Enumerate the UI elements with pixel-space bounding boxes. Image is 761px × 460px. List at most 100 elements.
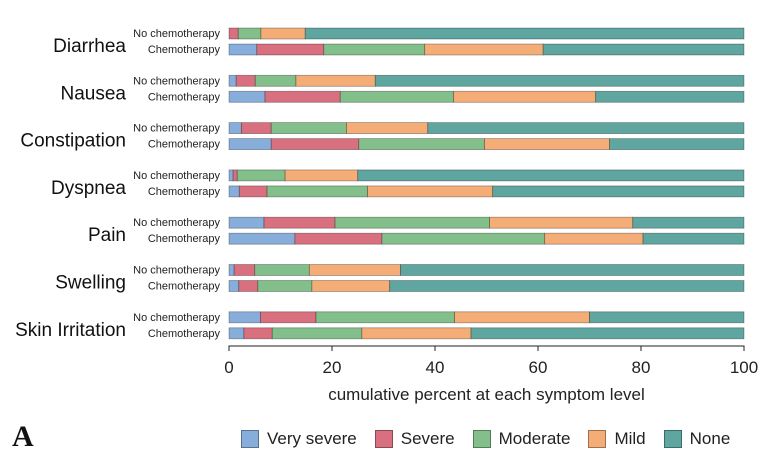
bar-segment-dyspnea-chemotherapy-very-severe	[228, 185, 240, 198]
bar-segment-dyspnea-no-chemotherapy-mild	[284, 169, 359, 182]
bar-segment-swelling-chemotherapy-very-severe	[228, 280, 240, 292]
bar-segment-nausea-chemotherapy-mild	[453, 90, 597, 103]
bar-segment-pain-chemotherapy-moderate	[381, 232, 546, 245]
bar-segment-skin-irritation-chemotherapy-severe	[243, 327, 273, 340]
bar-label-no-chemotherapy: No chemotherapy	[133, 75, 220, 87]
bar-segment-nausea-chemotherapy-moderate	[339, 90, 454, 103]
bar-label-chemotherapy: Chemotherapy	[148, 186, 221, 198]
bar-segment-dyspnea-chemotherapy-none	[492, 185, 745, 198]
legend-label-very-severe: Very severe	[267, 429, 357, 448]
bar-segment-diarrhea-no-chemotherapy-none	[304, 27, 745, 40]
bar-segment-swelling-no-chemotherapy-none	[400, 264, 745, 276]
bar-segment-constipation-no-chemotherapy-moderate	[270, 122, 347, 134]
legend-swatch-very-severe	[241, 430, 259, 448]
bar-segment-pain-no-chemotherapy-severe	[263, 216, 336, 229]
bar-label-no-chemotherapy: No chemotherapy	[133, 217, 220, 229]
bar-label-chemotherapy: Chemotherapy	[148, 91, 221, 103]
bar-segment-skin-irritation-chemotherapy-moderate	[271, 327, 363, 340]
bar-segment-swelling-no-chemotherapy-moderate	[254, 264, 310, 276]
bar-segment-nausea-chemotherapy-severe	[264, 90, 341, 103]
symptom-label-dyspnea: Dyspnea	[51, 178, 126, 199]
bar-segment-nausea-no-chemotherapy-very-severe	[228, 74, 237, 87]
bar-segment-constipation-chemotherapy-very-severe	[228, 138, 272, 151]
legend-item-severe: Severe	[374, 429, 455, 449]
legend-label-moderate: Moderate	[498, 429, 571, 448]
bar-segment-dyspnea-no-chemotherapy-very-severe	[228, 169, 234, 182]
bar-label-chemotherapy: Chemotherapy	[148, 139, 221, 151]
legend-item-very-severe: Very severe	[241, 429, 357, 449]
bar-segment-nausea-no-chemotherapy-none	[374, 74, 745, 87]
legend-label-none: None	[689, 429, 731, 448]
bar-segment-dyspnea-chemotherapy-severe	[238, 185, 268, 198]
bar-segment-constipation-no-chemotherapy-severe	[240, 122, 272, 134]
bar-segment-constipation-chemotherapy-moderate	[358, 138, 485, 151]
bar-segment-diarrhea-no-chemotherapy-moderate	[237, 27, 262, 40]
bar-label-chemotherapy: Chemotherapy	[148, 328, 221, 340]
bar-segment-swelling-chemotherapy-severe	[238, 280, 259, 292]
bar-segment-nausea-chemotherapy-none	[595, 90, 745, 103]
bar-segment-dyspnea-no-chemotherapy-severe	[232, 169, 238, 182]
bar-segment-nausea-no-chemotherapy-moderate	[254, 74, 297, 87]
bar-segment-swelling-chemotherapy-mild	[311, 280, 391, 292]
bar-segment-skin-irritation-no-chemotherapy-mild	[454, 311, 590, 324]
symptom-label-skin-irritation: Skin Irritation	[15, 320, 126, 341]
x-tick-label: 40	[426, 358, 445, 377]
legend-item-none: None	[663, 429, 731, 449]
bar-label-chemotherapy: Chemotherapy	[148, 233, 221, 245]
bar-segment-skin-irritation-no-chemotherapy-moderate	[315, 311, 455, 324]
bar-label-no-chemotherapy: No chemotherapy	[133, 265, 220, 277]
symptom-label-pain: Pain	[88, 225, 126, 246]
x-tick-label: 0	[224, 358, 233, 377]
bar-segment-pain-no-chemotherapy-none	[632, 216, 745, 229]
legend-swatch-none	[663, 430, 682, 448]
legend-label-severe: Severe	[400, 429, 455, 448]
bar-segment-constipation-no-chemotherapy-none	[427, 122, 745, 134]
bar-segment-nausea-no-chemotherapy-mild	[295, 74, 376, 87]
bar-segment-swelling-chemotherapy-none	[389, 280, 745, 292]
x-tick-label: 60	[529, 358, 548, 377]
bar-segment-constipation-no-chemotherapy-very-severe	[228, 122, 242, 134]
symptom-label-constipation: Constipation	[20, 131, 126, 152]
bar-segment-constipation-no-chemotherapy-mild	[346, 122, 429, 134]
stacked-bar-chart: 0 20 40 60 80 100 cumulative percent at each s…	[15, 27, 758, 404]
bar-segment-swelling-no-chemotherapy-severe	[233, 264, 256, 276]
bar-segment-dyspnea-chemotherapy-mild	[367, 185, 494, 198]
bar-segment-skin-irritation-no-chemotherapy-severe	[260, 311, 317, 324]
bar-label-no-chemotherapy: No chemotherapy	[133, 312, 220, 324]
bar-segment-pain-chemotherapy-very-severe	[228, 232, 296, 245]
legend: Very severe Severe Moderate Mild None	[241, 429, 730, 449]
bar-segment-diarrhea-chemotherapy-mild	[424, 43, 544, 56]
bar-segment-pain-chemotherapy-mild	[544, 232, 644, 245]
symptom-label-diarrhea: Diarrhea	[53, 36, 126, 57]
bar-label-no-chemotherapy: No chemotherapy	[133, 28, 220, 40]
bar-segment-swelling-no-chemotherapy-mild	[308, 264, 401, 276]
x-tick-label: 80	[632, 358, 651, 377]
legend-swatch-moderate	[472, 430, 491, 448]
bar-segment-pain-chemotherapy-severe	[294, 232, 383, 245]
bar-segment-dyspnea-chemotherapy-moderate	[266, 185, 368, 198]
bar-label-no-chemotherapy: No chemotherapy	[133, 170, 220, 182]
bar-segment-pain-no-chemotherapy-very-severe	[228, 216, 265, 229]
bar-segment-dyspnea-no-chemotherapy-moderate	[236, 169, 286, 182]
legend-item-moderate: Moderate	[472, 429, 571, 449]
bar-segment-constipation-chemotherapy-severe	[270, 138, 360, 151]
bar-segment-skin-irritation-chemotherapy-none	[470, 327, 745, 340]
legend-label-mild: Mild	[614, 429, 646, 448]
bar-segment-swelling-no-chemotherapy-very-severe	[228, 264, 235, 276]
bar-label-chemotherapy: Chemotherapy	[148, 281, 221, 293]
bar-segment-constipation-chemotherapy-mild	[484, 138, 610, 151]
bar-segment-pain-chemotherapy-none	[642, 232, 745, 245]
bar-segment-diarrhea-chemotherapy-moderate	[323, 43, 426, 56]
x-tick-label: 100	[730, 358, 758, 377]
symptom-label-nausea: Nausea	[61, 83, 127, 104]
bar-segment-constipation-chemotherapy-none	[609, 138, 745, 151]
bar-segment-diarrhea-no-chemotherapy-mild	[260, 27, 306, 40]
bar-segment-diarrhea-chemotherapy-very-severe	[228, 43, 258, 56]
panel-label: A	[12, 420, 34, 453]
bar-segment-pain-no-chemotherapy-mild	[489, 216, 634, 229]
bar-segment-swelling-chemotherapy-moderate	[257, 280, 313, 292]
bar-segment-skin-irritation-chemotherapy-mild	[361, 327, 472, 340]
legend-swatch-mild	[588, 430, 607, 448]
symptom-label-swelling: Swelling	[55, 273, 126, 294]
bar-segment-pain-no-chemotherapy-moderate	[334, 216, 490, 229]
